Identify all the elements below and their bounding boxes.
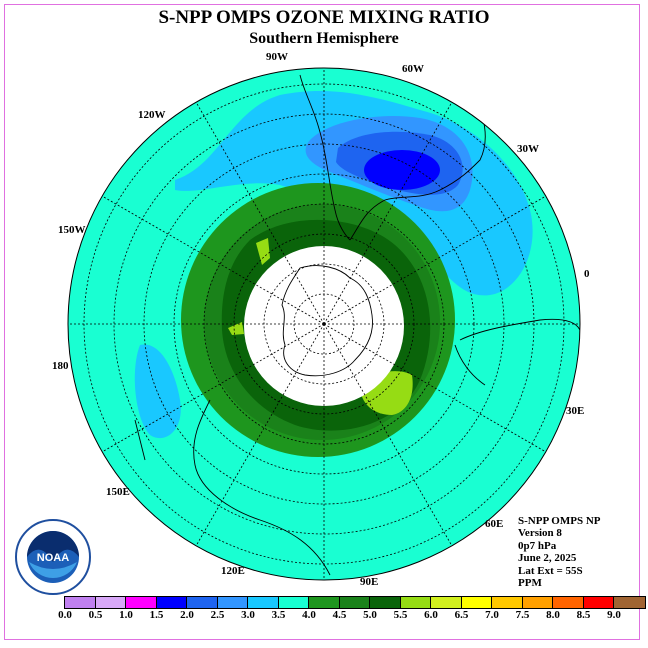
map-subtitle: Southern Hemisphere bbox=[249, 30, 399, 47]
ozone-level-3.0-pacific bbox=[134, 344, 181, 439]
colorbar-segment bbox=[522, 597, 553, 608]
lon-label-90e: 90E bbox=[360, 576, 379, 588]
colorbar-tick-label: 1.5 bbox=[149, 609, 164, 621]
colorbar-tick-label: 3.5 bbox=[271, 609, 286, 621]
lon-label-0: 0 bbox=[584, 268, 590, 280]
colorbar-tick-label: 9.0 bbox=[607, 609, 621, 621]
lon-label-60w: 60W bbox=[402, 63, 424, 75]
colorbar-segment bbox=[309, 597, 340, 608]
noaa-logo-text: NOAA bbox=[37, 552, 69, 564]
lon-label-30e: 30E bbox=[566, 405, 585, 417]
colorbar-segment bbox=[370, 597, 401, 608]
lon-label-60e: 60E bbox=[485, 518, 504, 530]
colorbar-segment bbox=[187, 597, 218, 608]
colorbar-tick-label: 6.0 bbox=[424, 609, 438, 621]
ozone-level-5.5-c bbox=[228, 322, 244, 335]
colorbar-segment bbox=[339, 597, 370, 608]
info-instrument: S-NPP OMPS NP bbox=[518, 515, 601, 527]
colorbar-segment bbox=[156, 597, 187, 608]
info-version: Version 8 bbox=[518, 527, 562, 540]
colorbar-segment bbox=[278, 597, 309, 608]
info-date: June 2, 2025 bbox=[518, 552, 577, 565]
antarctica-coast bbox=[281, 265, 373, 377]
colorbar-segment bbox=[65, 597, 96, 608]
info-level: 0p7 hPa bbox=[518, 539, 557, 552]
madagascar-coast bbox=[454, 344, 486, 386]
south-africa-coast bbox=[459, 318, 580, 341]
lon-label-150e: 150E bbox=[106, 486, 130, 498]
lon-label-30w: 30W bbox=[517, 143, 539, 155]
colorbar-tick-label: 1.0 bbox=[119, 609, 133, 621]
ozone-level-5.5-b bbox=[256, 238, 270, 265]
colorbar-tick-label: 2.5 bbox=[210, 609, 225, 621]
lon-label-90w: 90W bbox=[266, 51, 288, 63]
colorbar-tick-label: 8.5 bbox=[576, 609, 591, 621]
colorbar bbox=[64, 596, 646, 609]
south-america-west-coast bbox=[299, 74, 351, 241]
map-boundary bbox=[67, 67, 581, 581]
new-zealand-coast bbox=[134, 419, 146, 461]
colorbar-segment bbox=[461, 597, 492, 608]
noaa-logo-icon: NOAA bbox=[15, 519, 91, 595]
lon-label-120e: 120E bbox=[221, 565, 245, 577]
colorbar-tick-label: 4.0 bbox=[302, 609, 316, 621]
colorbar-segment bbox=[217, 597, 248, 608]
colorbar-tick-label: 5.0 bbox=[363, 609, 377, 621]
colorbar-tick-label: 7.5 bbox=[515, 609, 530, 621]
colorbar-segment bbox=[248, 597, 279, 608]
colorbar-tick-label: 2.0 bbox=[180, 609, 194, 621]
info-units: PPM bbox=[518, 577, 542, 590]
info-lat-ext: Lat Ext = 55S bbox=[518, 564, 583, 577]
colorbar-tick-label: 3.0 bbox=[241, 609, 255, 621]
map-title: S-NPP OMPS OZONE MIXING RATIO bbox=[158, 7, 490, 28]
colorbar-segment bbox=[492, 597, 523, 608]
coastlines bbox=[134, 74, 580, 576]
colorbar-segment bbox=[95, 597, 126, 608]
info-panel: S-NPP OMPS NP Version 8 0p7 hPa June 2, … bbox=[518, 515, 601, 589]
south-america-east-coast bbox=[349, 94, 486, 241]
colorbar-segment bbox=[431, 597, 462, 608]
lon-label-120w: 120W bbox=[138, 109, 166, 121]
colorbar-tick-label: 4.5 bbox=[332, 609, 347, 621]
colorbar-segment bbox=[400, 597, 431, 608]
colorbar-tick-label: 0.5 bbox=[88, 609, 103, 621]
figure-frame bbox=[4, 4, 640, 640]
colorbar-segment bbox=[614, 597, 645, 608]
graticule bbox=[68, 68, 580, 580]
colorbar-tick-label: 8.0 bbox=[546, 609, 560, 621]
colorbar-tick-label: 6.5 bbox=[454, 609, 469, 621]
ozone-level-1.5 bbox=[364, 150, 440, 190]
colorbar-segment bbox=[553, 597, 584, 608]
lon-label-180: 180 bbox=[52, 360, 69, 372]
colorbar-segment bbox=[583, 597, 614, 608]
colorbar-tick-label: 0.0 bbox=[58, 609, 72, 621]
colorbar-segment bbox=[126, 597, 157, 608]
colorbar-tick-label: 7.0 bbox=[485, 609, 499, 621]
lon-label-150w: 150W bbox=[58, 224, 86, 236]
colorbar-tick-label: 5.5 bbox=[393, 609, 408, 621]
